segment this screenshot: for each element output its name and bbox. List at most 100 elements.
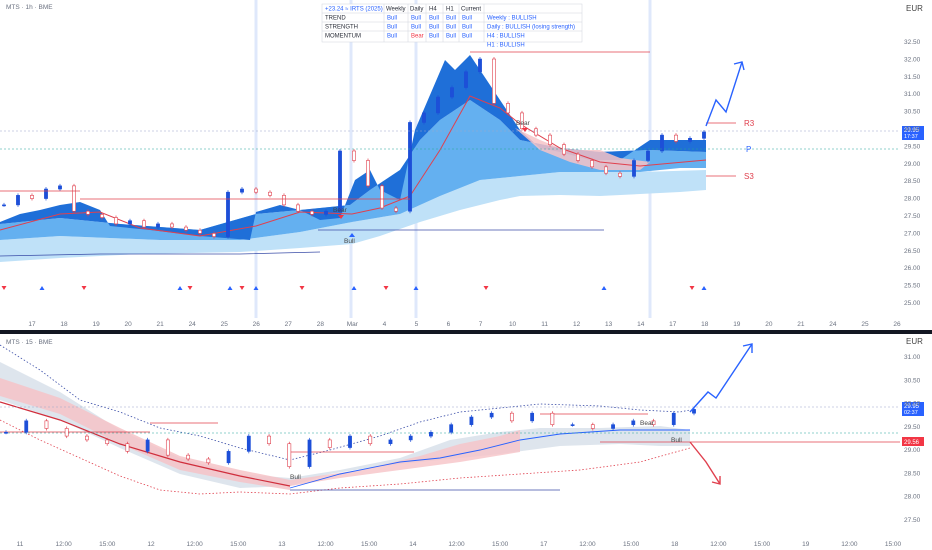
candle-body <box>142 220 146 228</box>
y-tick-label: 31.50 <box>904 74 921 81</box>
x-tick-label: 24 <box>829 321 837 328</box>
candle-body <box>702 131 706 139</box>
ma-red <box>0 95 707 237</box>
x-tick-label: 15:00 <box>492 541 509 548</box>
info-cell: Bull <box>462 16 472 22</box>
candle-body <box>282 195 286 206</box>
signal-triangles-row <box>1 286 707 290</box>
bottom-bull-label: Bull <box>671 437 682 444</box>
y-tick-label: 30.50 <box>904 377 921 384</box>
bull-signal-triangle <box>227 286 233 290</box>
y-tick-label: 29.00 <box>904 161 921 168</box>
info-cell: Bull <box>429 34 439 40</box>
candle-body <box>156 223 160 228</box>
candle-body <box>570 424 575 426</box>
candle-body <box>206 458 211 464</box>
bull-projection-arrow <box>689 343 753 413</box>
candle-body <box>352 150 356 161</box>
x-tick-label: 14 <box>409 541 417 548</box>
candle-body <box>58 185 62 190</box>
candle-body <box>125 443 130 452</box>
y-tick-label: 30.00 <box>904 126 921 133</box>
p-label: P <box>746 145 751 154</box>
candle-body <box>469 416 474 425</box>
candle-body <box>631 420 636 425</box>
candle-body <box>348 435 352 448</box>
y-tick-label: 28.00 <box>904 196 921 203</box>
x-tick-label: 25 <box>221 321 229 328</box>
x-tick-label: 19 <box>92 321 100 328</box>
x-tick-label: 28 <box>317 321 325 328</box>
candle-body <box>530 412 535 422</box>
bear-signal-triangle <box>483 286 489 290</box>
projection-arrow <box>705 61 743 127</box>
info-cell: Bull <box>387 25 397 31</box>
candle-body <box>464 71 468 88</box>
top-y-axis: 32.50 32.00 31.50 31.00 30.50 30.00 29.50 29.00… <box>904 39 921 307</box>
bottom-panel: Bear Bull Bull MTS · 15 · BME EUR 29.95 … <box>0 337 924 548</box>
bear-signal-triangle <box>383 286 389 290</box>
info-row-status: H4 : BULLISH <box>487 34 525 40</box>
bottom-y-axis: 31.00 30.50 30.00 29.50 29.00 28.50 28.00 27.50 <box>904 354 921 524</box>
candle-body <box>449 424 454 433</box>
x-tick-label: 25 <box>861 321 869 328</box>
candle-body <box>506 103 510 114</box>
candle-body <box>226 451 231 464</box>
x-tick-label: 10 <box>509 321 517 328</box>
panel-divider[interactable] <box>0 330 932 334</box>
x-tick-label: 26 <box>253 321 261 328</box>
info-table-header-left: +23.24 ≈ IRTS (2025) <box>325 7 383 13</box>
candle-body <box>478 58 482 73</box>
top-panel: R3 P S3 Bear Bull Bear MTS · 1h · BME +2… <box>0 0 924 328</box>
candle-body <box>145 439 150 452</box>
r3-label: R3 <box>744 119 755 128</box>
x-tick-label: 12:00 <box>579 541 596 548</box>
candle-body <box>114 217 118 225</box>
bull-signal-marker <box>349 233 355 237</box>
y-tick-label: 29.50 <box>904 143 921 150</box>
bear-signal-marker-2 <box>522 128 528 132</box>
x-tick-label: 12:00 <box>841 541 858 548</box>
bear-signal-triangle <box>1 286 7 290</box>
info-table-col-h4: H4 <box>429 7 437 13</box>
bull-projection-arrow-head <box>742 343 753 353</box>
info-row-status: Weekly : BULLISH <box>487 16 537 22</box>
x-tick-label: 12:00 <box>186 541 203 548</box>
bottom-current-price: 29.95 <box>904 404 920 410</box>
y-tick-label: 28.50 <box>904 178 921 185</box>
info-cell: Bull <box>387 34 397 40</box>
bear-signal-label: Bear <box>333 207 348 214</box>
candle-body <box>267 435 271 445</box>
x-tick-label: 5 <box>415 321 419 328</box>
ma-blue-bottom <box>289 429 690 489</box>
current-price-value: 29.95 <box>904 128 920 134</box>
candle-body <box>618 172 622 177</box>
candle-body <box>327 439 332 448</box>
candle-body <box>604 166 608 174</box>
x-tick-label: 12:00 <box>710 541 727 548</box>
candle-body <box>310 210 314 215</box>
x-tick-label: 15:00 <box>361 541 378 548</box>
candle-body <box>100 214 104 218</box>
candle-body <box>85 435 89 441</box>
info-cell: Bull <box>429 25 439 31</box>
top-x-axis: 17 18 19 20 21 24 25 26 27 28 Mar 4 5 6 7 10 11 12 13 14 17 1… <box>28 321 901 328</box>
candle-body <box>394 207 398 212</box>
candle-body <box>165 439 170 456</box>
bull-signal-triangle <box>701 286 707 290</box>
bear-zone-bottom-2 <box>290 430 520 486</box>
x-tick-label: 12 <box>573 321 581 328</box>
x-tick-label: 15:00 <box>230 541 247 548</box>
candle-body <box>651 420 656 425</box>
x-tick-label: 17 <box>669 321 677 328</box>
candle-body <box>646 150 650 161</box>
candle-body <box>408 435 413 441</box>
x-tick-label: 18 <box>671 541 679 548</box>
y-tick-label: 27.50 <box>904 213 921 220</box>
x-tick-label: 27 <box>285 321 293 328</box>
bull-signal-triangle <box>601 286 607 290</box>
x-tick-label: 19 <box>802 541 810 548</box>
candle-body <box>674 134 678 142</box>
horizontal-levels-bottom <box>0 406 900 491</box>
